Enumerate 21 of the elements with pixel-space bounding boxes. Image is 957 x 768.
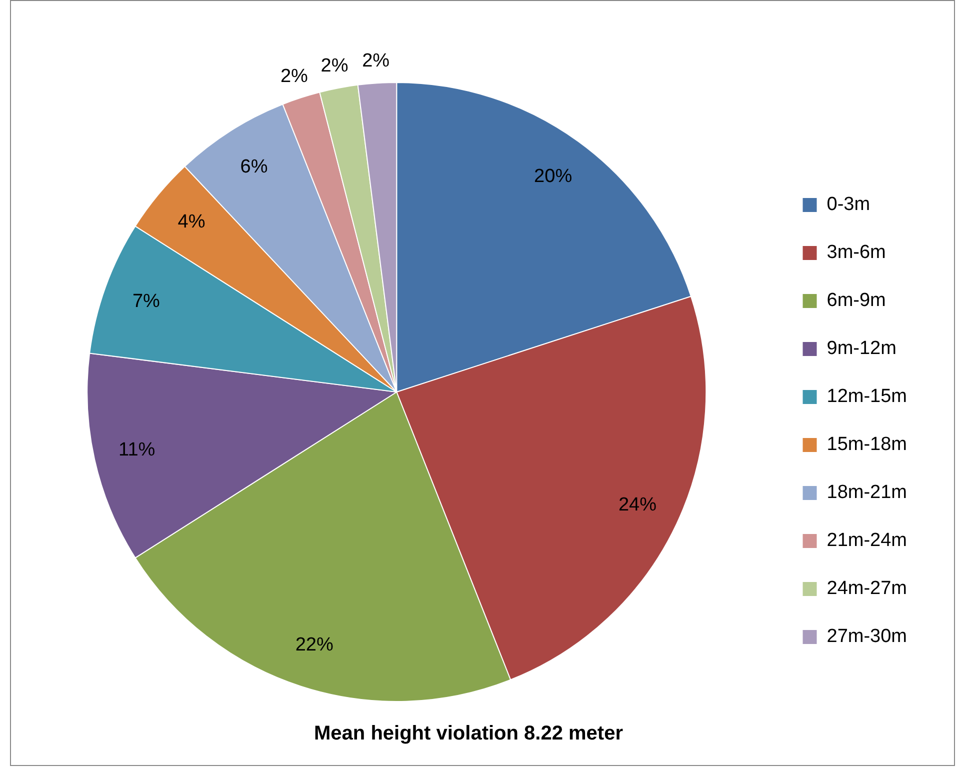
legend-label: 0-3m (826, 194, 870, 216)
legend-label: 15m-18m (826, 434, 907, 456)
legend-label: 24m-27m (826, 578, 907, 600)
data-label: 4% (178, 212, 206, 233)
legend-label: 18m-21m (826, 482, 907, 504)
text: Mean height violation 8.22 meter (314, 722, 624, 745)
legend-label: 27m-30m (826, 626, 907, 648)
data-label: 20% (534, 166, 572, 187)
legend-label: 12m-15m (826, 386, 907, 408)
legend-label: 9m-12m (826, 338, 896, 360)
legend-label: 21m-24m (826, 530, 907, 552)
data-label: 11% (118, 439, 156, 460)
legend-label: 6m-9m (826, 290, 886, 312)
data-label: 24% (618, 494, 657, 516)
data-label: 6% (240, 156, 268, 178)
data-label: 7% (132, 291, 160, 312)
data-label: 2% (280, 66, 308, 87)
data-label: 2% (362, 50, 390, 72)
legend-label: 3m-6m (826, 242, 886, 264)
data-label: 2% (320, 56, 348, 77)
data-label: 22% (295, 634, 334, 656)
